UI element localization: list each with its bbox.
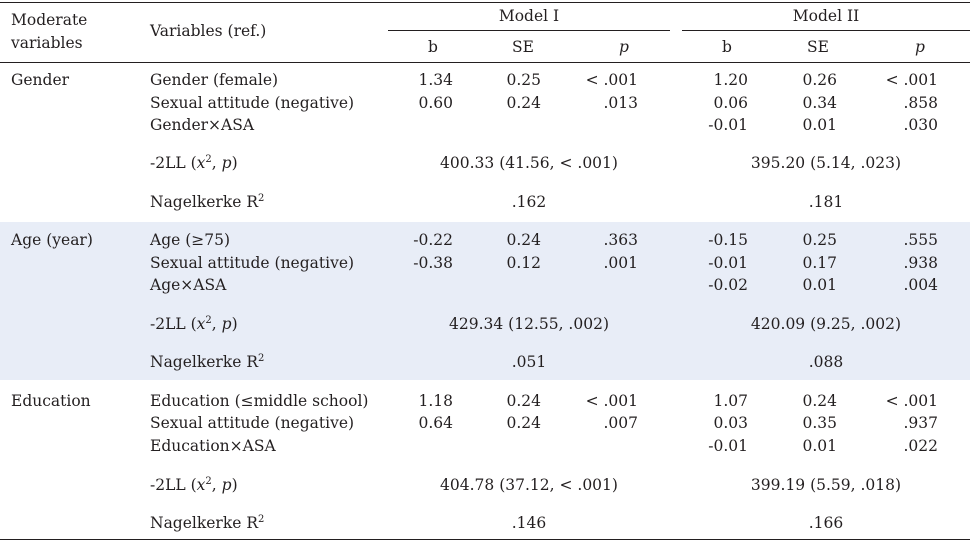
header-bottom-rule bbox=[0, 62, 970, 63]
cell-m2-p: .004 bbox=[903, 276, 938, 294]
header-p-model1: p bbox=[619, 38, 629, 56]
header-se-model2: SE bbox=[807, 38, 829, 56]
cell-m1-p: < .001 bbox=[585, 392, 638, 410]
cell-m1-p: .007 bbox=[603, 414, 638, 432]
group-shading bbox=[0, 222, 970, 380]
ll-label: -2LL (x2, p) bbox=[150, 315, 238, 333]
cell-m2-b: -0.01 bbox=[708, 437, 748, 455]
top-rule bbox=[0, 2, 970, 3]
row-label: Education×ASA bbox=[150, 437, 276, 455]
cell-m1-p: < .001 bbox=[585, 71, 638, 89]
row-label: Gender (female) bbox=[150, 71, 279, 89]
cell-m2-se: 0.17 bbox=[802, 254, 837, 272]
header-b-model1: b bbox=[428, 38, 438, 56]
cell-m2-se: 0.01 bbox=[802, 276, 837, 294]
cell-m2-b: -0.02 bbox=[708, 276, 748, 294]
r2-label: Nagelkerke R2 bbox=[150, 353, 265, 371]
header-se-model1: SE bbox=[512, 38, 534, 56]
header-model1: Model I bbox=[498, 7, 560, 25]
cell-m2-p: .858 bbox=[903, 94, 938, 112]
r2-m1: .146 bbox=[511, 514, 547, 532]
row-label: Gender×ASA bbox=[150, 116, 255, 134]
row-label: Age (≥75) bbox=[150, 231, 231, 249]
r2-m2: .166 bbox=[808, 514, 844, 532]
cell-m2-p: .030 bbox=[903, 116, 938, 134]
cell-m1-se: 0.24 bbox=[506, 94, 541, 112]
header-p-model2: p bbox=[915, 38, 925, 56]
cell-m1-b: 0.64 bbox=[418, 414, 453, 432]
cell-m2-se: 0.24 bbox=[802, 392, 837, 410]
cell-m2-p: .022 bbox=[903, 437, 938, 455]
cell-m2-se: 0.25 bbox=[802, 231, 837, 249]
cell-m1-b: 1.18 bbox=[418, 392, 453, 410]
r2-m1: .162 bbox=[511, 193, 547, 211]
row-label: Age×ASA bbox=[150, 276, 227, 294]
header-variables: variables bbox=[11, 34, 83, 52]
ll-label: -2LL (x2, p) bbox=[150, 476, 238, 494]
ll-label: -2LL (x2, p) bbox=[150, 154, 238, 172]
cell-m2-p: .937 bbox=[903, 414, 938, 432]
cell-m1-p: .001 bbox=[603, 254, 638, 272]
cell-m2-p: .555 bbox=[903, 231, 938, 249]
cell-m2-se: 0.35 bbox=[802, 414, 837, 432]
header-moderate: Moderate bbox=[11, 11, 88, 29]
cell-m1-b: -0.38 bbox=[413, 254, 453, 272]
row-label: Sexual attitude (negative) bbox=[150, 94, 355, 112]
bottom-rule bbox=[0, 539, 970, 540]
row-label: Education (≤middle school) bbox=[150, 392, 369, 410]
r2-label: Nagelkerke R2 bbox=[150, 514, 265, 532]
cell-m1-se: 0.24 bbox=[506, 392, 541, 410]
cell-m1-p: .363 bbox=[603, 231, 638, 249]
cell-m2-p: < .001 bbox=[885, 392, 938, 410]
cell-m2-b: 0.03 bbox=[713, 414, 748, 432]
cell-m2-se: 0.34 bbox=[802, 94, 837, 112]
cell-m2-b: 1.07 bbox=[713, 392, 748, 410]
model1-rule bbox=[388, 30, 670, 31]
group-name: Education bbox=[11, 392, 91, 410]
cell-m2-se: 0.26 bbox=[802, 71, 837, 89]
r2-label: Nagelkerke R2 bbox=[150, 193, 265, 211]
ll-m2: 420.09 (9.25, .002) bbox=[750, 315, 902, 333]
header-b-model2: b bbox=[722, 38, 732, 56]
ll-m1: 404.78 (37.12, < .001) bbox=[440, 476, 618, 494]
cell-m2-p: < .001 bbox=[885, 71, 938, 89]
cell-m2-b: 0.06 bbox=[713, 94, 748, 112]
cell-m1-b: 0.60 bbox=[418, 94, 453, 112]
ll-m1: 400.33 (41.56, < .001) bbox=[440, 154, 618, 172]
header-variables-ref: Variables (ref.) bbox=[150, 22, 267, 40]
r2-m2: .181 bbox=[808, 193, 844, 211]
cell-m2-b: -0.01 bbox=[708, 254, 748, 272]
cell-m1-se: 0.24 bbox=[506, 231, 541, 249]
cell-m1-se: 0.25 bbox=[506, 71, 541, 89]
cell-m2-se: 0.01 bbox=[802, 437, 837, 455]
group-name: Age (year) bbox=[11, 231, 93, 249]
header-model2: Model II bbox=[792, 7, 860, 25]
r2-m2: .088 bbox=[808, 353, 844, 371]
ll-m2: 395.20 (5.14, .023) bbox=[750, 154, 902, 172]
cell-m1-se: 0.24 bbox=[506, 414, 541, 432]
cell-m1-se: 0.12 bbox=[506, 254, 541, 272]
model2-rule bbox=[682, 30, 970, 31]
ll-m2: 399.19 (5.59, .018) bbox=[750, 476, 902, 494]
ll-m1: 429.34 (12.55, .002) bbox=[449, 315, 609, 333]
cell-m1-p: .013 bbox=[603, 94, 638, 112]
cell-m2-b: -0.01 bbox=[708, 116, 748, 134]
row-label: Sexual attitude (negative) bbox=[150, 254, 355, 272]
r2-m1: .051 bbox=[511, 353, 547, 371]
cell-m2-b: -0.15 bbox=[708, 231, 748, 249]
cell-m2-b: 1.20 bbox=[713, 71, 748, 89]
cell-m2-p: .938 bbox=[903, 254, 938, 272]
cell-m2-se: 0.01 bbox=[802, 116, 837, 134]
cell-m1-b: -0.22 bbox=[413, 231, 453, 249]
group-name: Gender bbox=[11, 71, 70, 89]
row-label: Sexual attitude (negative) bbox=[150, 414, 355, 432]
cell-m1-b: 1.34 bbox=[418, 71, 453, 89]
